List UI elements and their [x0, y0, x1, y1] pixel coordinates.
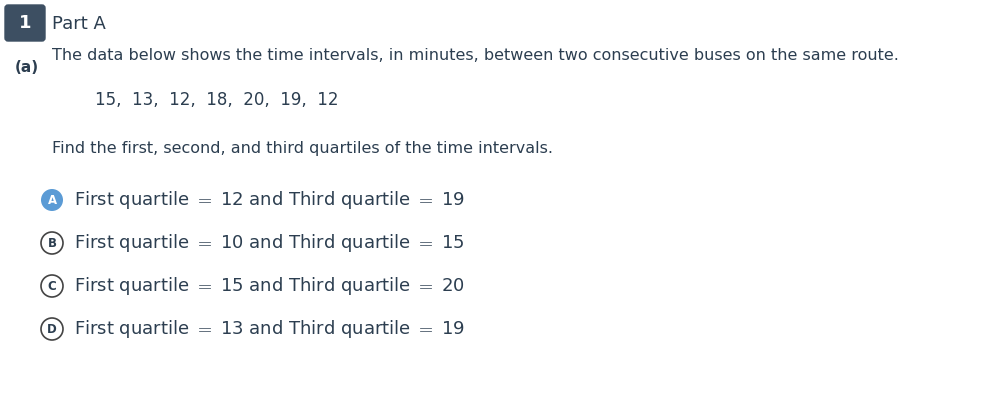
Circle shape [41, 189, 63, 211]
Text: (a): (a) [15, 60, 39, 76]
Text: 15,  13,  12,  18,  20,  19,  12: 15, 13, 12, 18, 20, 19, 12 [95, 91, 339, 109]
Text: B: B [47, 236, 56, 249]
FancyBboxPatch shape [5, 5, 45, 41]
Text: First quartile $=$ 12 and Third quartile $=$ 19: First quartile $=$ 12 and Third quartile… [74, 189, 465, 211]
Text: Find the first, second, and third quartiles of the time intervals.: Find the first, second, and third quarti… [52, 141, 553, 155]
Circle shape [41, 232, 63, 254]
Text: First quartile $=$ 10 and Third quartile $=$ 15: First quartile $=$ 10 and Third quartile… [74, 232, 465, 254]
Text: C: C [47, 279, 56, 293]
Text: The data below shows the time intervals, in minutes, between two consecutive bus: The data below shows the time intervals,… [52, 48, 899, 62]
Circle shape [41, 275, 63, 297]
Text: First quartile $=$ 15 and Third quartile $=$ 20: First quartile $=$ 15 and Third quartile… [74, 275, 465, 297]
Text: Part A: Part A [52, 15, 105, 33]
Text: 1: 1 [19, 14, 32, 32]
Circle shape [41, 318, 63, 340]
Text: D: D [47, 323, 57, 335]
Text: First quartile $=$ 13 and Third quartile $=$ 19: First quartile $=$ 13 and Third quartile… [74, 318, 465, 340]
Text: A: A [47, 194, 56, 206]
